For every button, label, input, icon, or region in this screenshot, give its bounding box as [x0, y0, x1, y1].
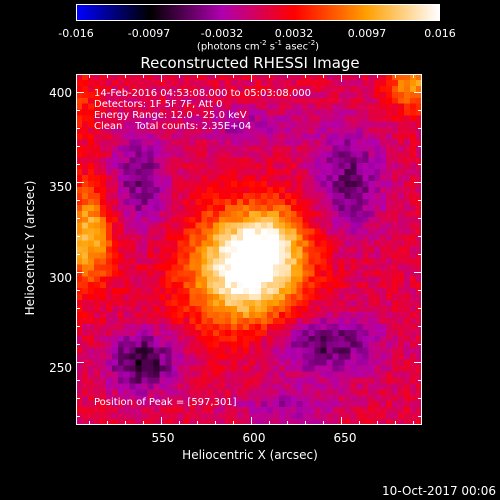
colorbar-tick-label: -0.016 [58, 27, 94, 40]
plot-axes [76, 74, 422, 425]
y-tick-label: 250 [49, 361, 72, 375]
colorbar-tick-label: 0.0032 [274, 27, 314, 40]
x-axis-label: Heliocentric X (arcsec) [182, 448, 318, 462]
chart-title: Reconstructed RHESSI Image [140, 54, 360, 72]
x-tick-label: 600 [242, 431, 266, 445]
colorbar-gradient [77, 5, 439, 20]
footer-date: 10-Oct-2017 00:06 [382, 484, 496, 498]
annotation-clean: Clean Total counts: 2.35E+04 [94, 121, 252, 132]
y-axis-label: Heliocentric Y (arcsec) [23, 180, 37, 316]
annotation-detectors: Detectors: 1F 5F 7F, Att 0 [94, 99, 223, 110]
y-tick-label: 300 [49, 271, 72, 285]
x-tick-label: 550 [151, 431, 175, 445]
plot-area: 14-Feb-2016 04:53:08.000 to 05:03:08.000… [76, 74, 422, 425]
annotation-peak: Position of Peak = [597,301] [94, 397, 237, 408]
colorbar [76, 4, 440, 21]
annotation-energy: Energy Range: 12.0 - 25.0 keV [94, 110, 247, 121]
colorbar-tick-label: 0.0097 [347, 27, 387, 40]
colorbar-unit-label: (photons cm-2 s-1 asec-2) [196, 39, 320, 53]
y-tick-label: 350 [49, 180, 72, 194]
colorbar-tick-label: -0.0097 [127, 27, 171, 40]
colorbar-tick-label: -0.0032 [200, 27, 244, 40]
colorbar-tick-label: 0.016 [424, 27, 456, 40]
x-tick-label: 650 [333, 431, 357, 445]
annotation-time: 14-Feb-2016 04:53:08.000 to 05:03:08.000 [94, 88, 312, 99]
plot-frame [76, 74, 422, 425]
y-tick-label: 400 [49, 86, 72, 100]
heatmap-image [76, 74, 422, 425]
